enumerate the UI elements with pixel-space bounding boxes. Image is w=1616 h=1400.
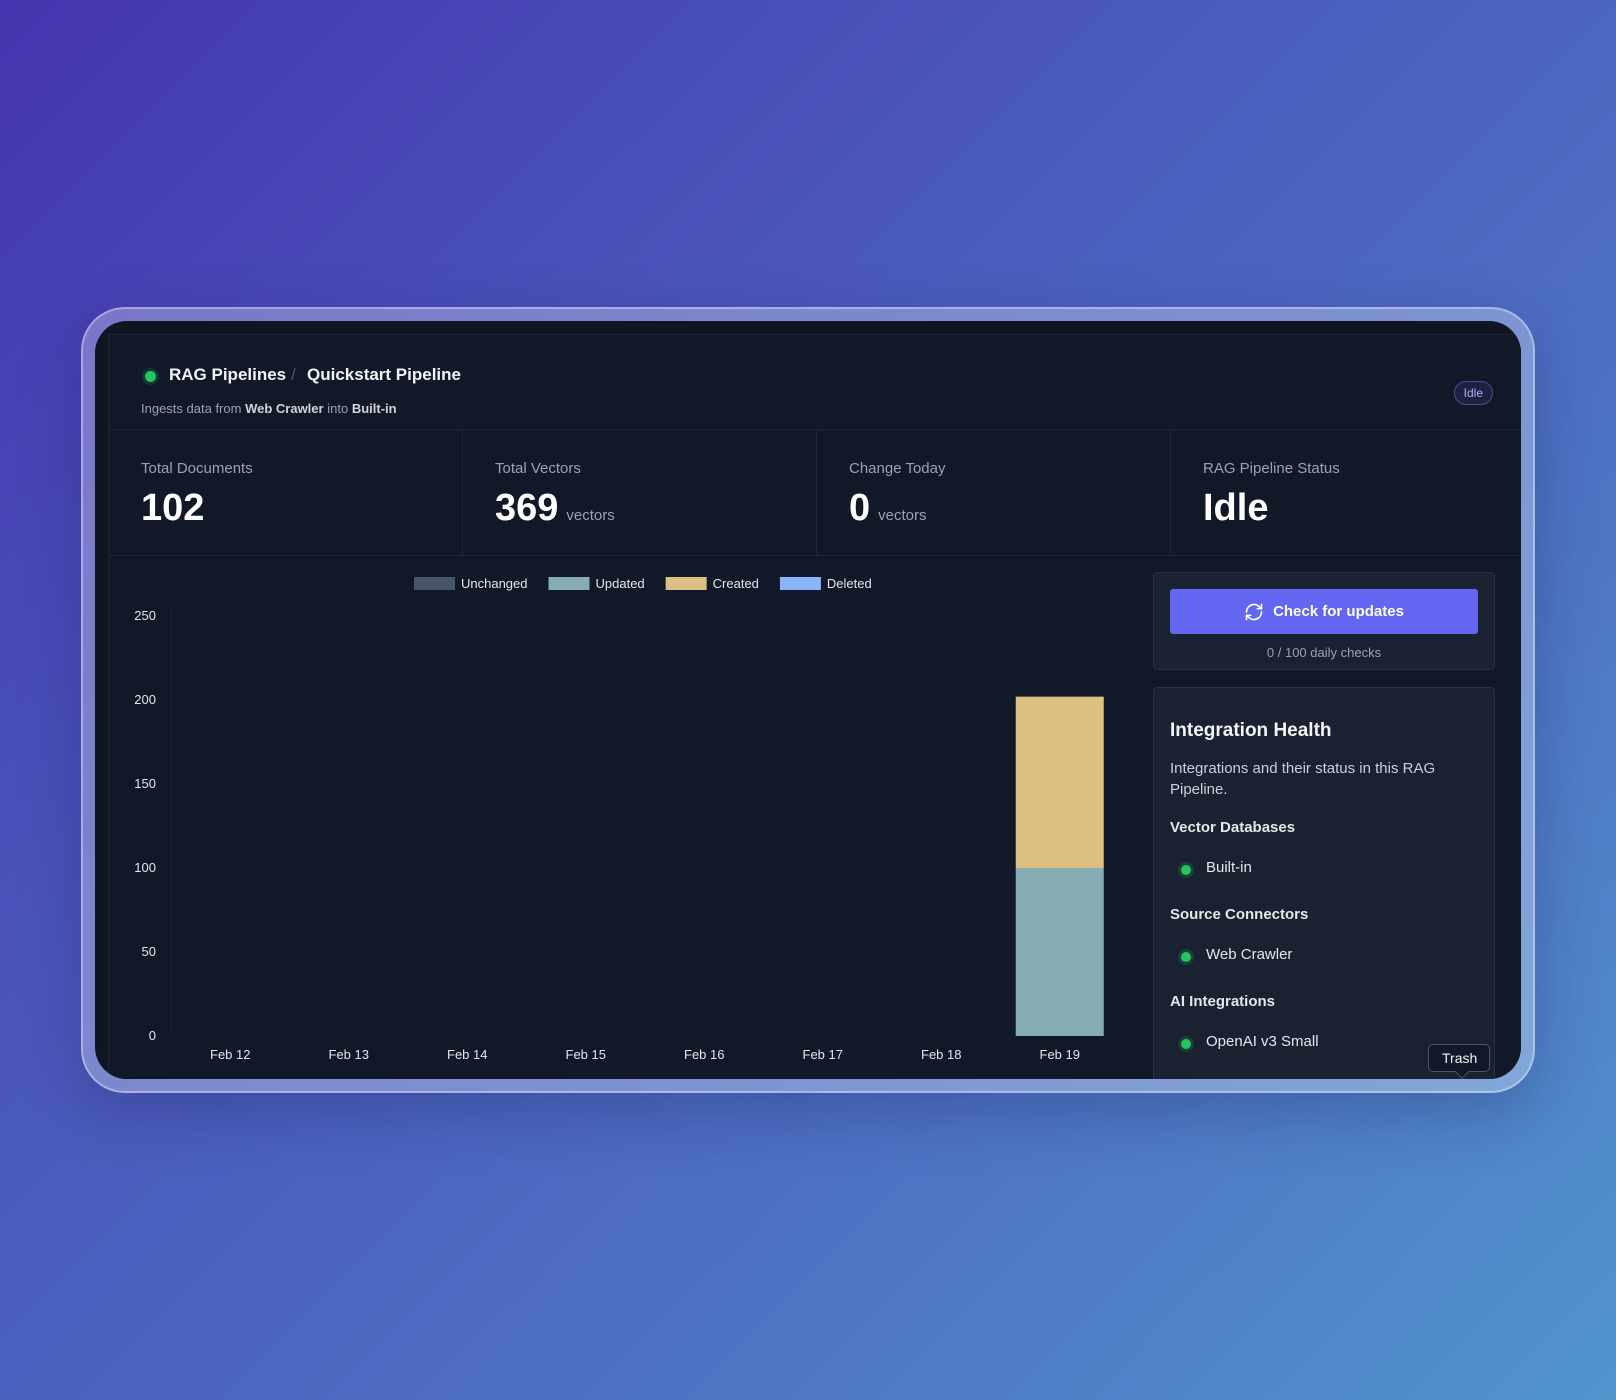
legend-swatch-unchanged [414,577,455,590]
chart-svg: 0 50 100 150 200 250 Feb 12 Feb 13 Feb 14 Feb 15 F… [134,576,1104,1062]
x-tick-label: Feb 15 [566,1047,606,1062]
x-tick-label: Feb 18 [921,1047,961,1062]
status-badge: Idle [1453,381,1493,405]
pipeline-header: RAG Pipelines / Quickstart Pipeline Inge… [109,335,1521,430]
check-for-updates-label: Check for updates [1273,603,1404,620]
breadcrumb-current: Quickstart Pipeline [307,365,461,384]
bar-updated-feb-19 [1015,868,1104,1036]
refresh-icon [1245,603,1263,620]
stat-label: Total Documents [141,460,253,477]
integration-health-title: Integration Health [1170,720,1332,741]
pipeline-status-dot [145,371,156,382]
integration-item-openai-v3-small[interactable]: OpenAI v3 Small [1206,1033,1319,1050]
app-screen: RAG Pipelines / Quickstart Pipeline Inge… [95,321,1521,1079]
stat-value: 102 [141,487,204,530]
pipeline-panel: RAG Pipelines / Quickstart Pipeline Inge… [108,334,1521,1079]
healthy-status-dot [1181,1039,1191,1049]
desc-mid: into [327,401,349,416]
stat-label: Change Today [849,460,946,477]
stat-value: 369 vectors [495,487,615,530]
stat-pipeline-status: RAG Pipeline Status Idle [1171,430,1521,556]
healthy-status-dot [1181,952,1191,962]
stat-number: 369 [495,487,559,529]
y-tick-label: 250 [134,608,156,623]
trash-tooltip: Trash [1428,1044,1491,1072]
legend-label-created: Created [713,576,759,591]
desc-target: Built-in [351,401,397,416]
legend-swatch-deleted [779,577,821,590]
section-source-connectors: Source Connectors [1170,906,1309,923]
legend-label-unchanged: Unchanged [461,576,528,591]
vector-changes-chart: 0 50 100 150 200 250 Feb 12 Feb 13 Feb 14 Feb 15 F… [109,556,1139,1079]
stat-value: Idle [1203,487,1268,530]
stat-label: Total Vectors [495,460,581,477]
integration-health-description: Integrations and their status in this RA… [1170,760,1436,798]
legend-label-deleted: Deleted [827,576,872,591]
y-tick-label: 0 [149,1028,156,1043]
stat-total-vectors: Total Vectors 369 vectors [463,430,817,556]
stat-label: RAG Pipeline Status [1203,460,1340,477]
stat-value: 0 vectors [849,487,927,530]
section-vector-databases: Vector Databases [1170,819,1296,836]
x-tick-label: Feb 12 [210,1047,250,1062]
desc-prefix: Ingests data from [141,401,242,416]
daily-checks-counter: 0 / 100 daily checks [1266,645,1382,660]
x-tick-label: Feb 16 [684,1047,724,1062]
pipeline-description: Ingests data from Web Crawler into Built… [141,401,397,416]
y-tick-label: 50 [142,944,156,959]
stat-change-today: Change Today 0 vectors [817,430,1171,556]
healthy-status-dot [1181,865,1191,875]
breadcrumb-root[interactable]: RAG Pipelines [169,365,287,384]
updates-card: Check for updates 0 / 100 daily checks [1153,572,1495,670]
integration-health-card: Integration Health Integrations and thei… [1153,687,1495,1079]
legend-swatch-created [665,577,707,590]
stat-unit: vectors [566,507,615,524]
stat-number: 0 [849,487,871,529]
integration-item-built-in[interactable]: Built-in [1206,859,1252,876]
legend-label-updated: Updated [596,576,645,591]
stat-unit: vectors [878,507,927,524]
stats-row: Total Documents 102 Total Vectors 369 vec… [109,430,1521,556]
desc-source: Web Crawler [245,401,324,416]
legend-swatch-updated [548,577,590,590]
stat-number: Idle [1203,487,1269,529]
x-tick-label: Feb 14 [447,1047,487,1062]
y-tick-label: 150 [134,776,156,791]
stat-number: 102 [141,487,205,529]
section-ai-integrations: AI Integrations [1170,993,1276,1010]
x-tick-label: Feb 17 [803,1047,843,1062]
x-tick-label: Feb 19 [1040,1047,1080,1062]
bar-created-feb-19 [1015,696,1104,868]
y-tick-label: 100 [134,860,156,875]
integration-item-web-crawler[interactable]: Web Crawler [1206,946,1293,963]
y-tick-label: 200 [134,692,156,707]
stat-total-documents: Total Documents 102 [109,430,463,556]
x-tick-label: Feb 13 [329,1047,369,1062]
breadcrumb-separator: / [291,365,296,384]
check-for-updates-button[interactable]: Check for updates [1170,589,1478,634]
